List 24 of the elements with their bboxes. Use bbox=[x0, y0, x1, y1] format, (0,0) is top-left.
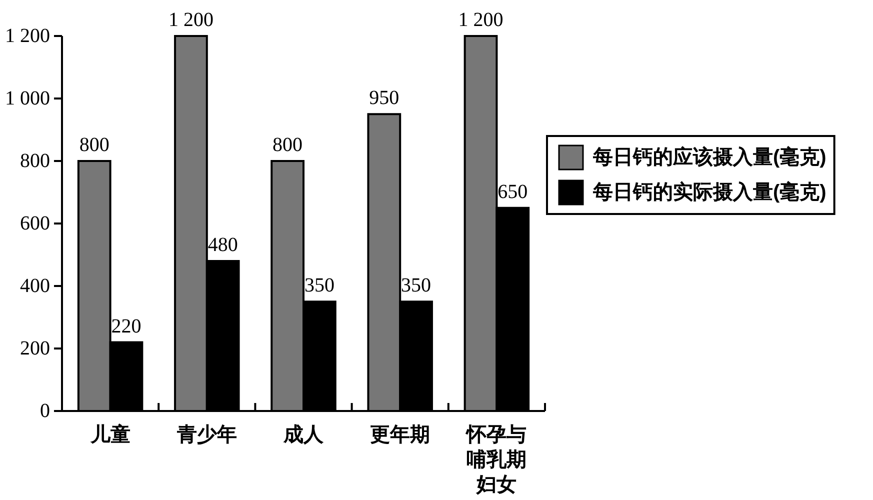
data-label: 1 200 bbox=[458, 9, 504, 31]
data-label: 950 bbox=[369, 87, 400, 110]
x-tick-label: 儿童 bbox=[89, 423, 130, 446]
data-label: 220 bbox=[111, 315, 142, 338]
legend-label: 每日钙的实际摄入量(毫克) bbox=[592, 180, 826, 204]
y-tick-label: 400 bbox=[20, 275, 50, 297]
y-tick-label: 0 bbox=[40, 400, 50, 422]
x-tick-label: 更年期 bbox=[370, 424, 430, 446]
y-tick-label: 600 bbox=[20, 212, 50, 234]
y-tick-label: 1 200 bbox=[5, 25, 50, 47]
legend-label: 每日钙的应该摄入量(毫克) bbox=[592, 146, 826, 168]
x-tick-label: 青少年 bbox=[176, 424, 237, 446]
data-label: 350 bbox=[401, 274, 432, 297]
data-label: 800 bbox=[272, 134, 303, 156]
x-tick-label: 怀孕与哺乳期妇女 bbox=[464, 424, 527, 496]
y-tick-label: 800 bbox=[20, 150, 50, 172]
data-label: 480 bbox=[208, 234, 238, 256]
y-tick-label: 1 000 bbox=[5, 88, 50, 110]
data-label: 350 bbox=[304, 274, 334, 297]
data-label: 1 200 bbox=[168, 9, 214, 31]
data-label: 650 bbox=[498, 180, 528, 203]
x-tick-label: 成人 bbox=[282, 424, 324, 446]
y-tick-label: 200 bbox=[20, 338, 50, 360]
data-label: 800 bbox=[79, 134, 110, 156]
